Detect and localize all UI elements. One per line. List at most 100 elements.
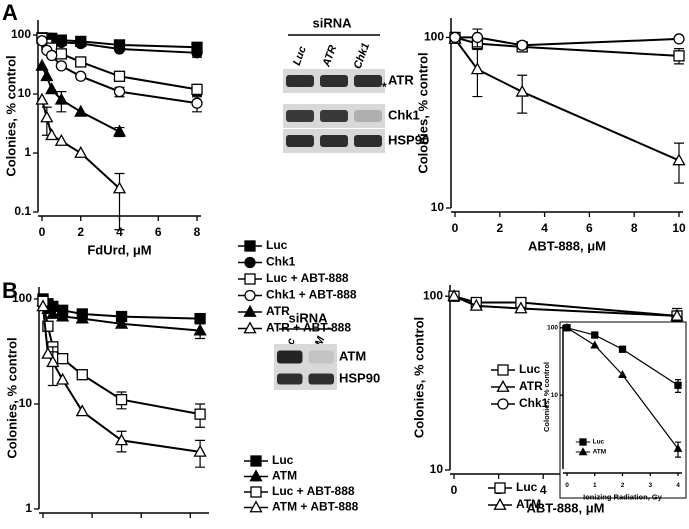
legend-label: Luc + ABT-888 (266, 271, 349, 285)
marker (244, 256, 256, 269)
marker (45, 128, 59, 141)
blot-header: siRNA (288, 310, 328, 325)
marker (193, 444, 207, 457)
marker (114, 316, 129, 329)
y-axis-label: Colonies, % control (542, 362, 551, 432)
marker (673, 443, 683, 452)
marker (250, 455, 262, 467)
legend-label: Chk1 (519, 396, 549, 410)
y-tick-label: 1 (24, 145, 31, 159)
y-axis-label: Colonies, % control (4, 337, 19, 458)
marker (673, 50, 685, 62)
blot-band (354, 110, 382, 122)
marker (674, 381, 682, 389)
marker (244, 289, 256, 302)
marker (514, 301, 528, 314)
marker (449, 31, 461, 44)
marker (618, 345, 627, 353)
marker (191, 97, 203, 109)
legend-label: Luc + ABT-888 (272, 484, 355, 498)
series-line (566, 327, 679, 386)
marker (562, 322, 572, 331)
legend-label: Chk1 + ABT-888 (266, 288, 357, 302)
blot-band (354, 75, 382, 87)
marker (42, 320, 54, 332)
series-line (453, 295, 678, 317)
x-tick-label: 0 (451, 483, 458, 497)
legend-label: Luc (516, 480, 538, 494)
legend-label: ATR + ABT-888 (266, 321, 351, 335)
marker (75, 404, 89, 417)
blot-band (277, 350, 303, 364)
marker (497, 364, 509, 376)
x-tick-label: 4 (540, 483, 547, 497)
marker (494, 482, 506, 494)
marker (76, 369, 88, 381)
y-tick-label: 10 (19, 396, 33, 410)
x-axis-label: FdUrd, μM (87, 242, 151, 257)
marker (46, 306, 60, 319)
blot-band (277, 373, 303, 385)
blot-band (286, 110, 314, 122)
marker (673, 33, 685, 45)
marker (35, 92, 49, 105)
y-tick-label: 1 (25, 501, 32, 515)
series-line (454, 38, 680, 162)
marker (112, 181, 127, 194)
marker (579, 438, 587, 446)
legend-label: ATR (266, 304, 290, 318)
marker (243, 304, 257, 317)
y-tick-label: 100 (547, 325, 558, 332)
blot-note: * (382, 80, 387, 94)
marker (496, 379, 510, 392)
marker (590, 340, 600, 349)
marker (672, 153, 686, 166)
x-tick-label: 0 (565, 482, 569, 489)
marker (55, 60, 68, 72)
x-tick-label: 6 (155, 225, 162, 239)
marker (40, 110, 54, 123)
x-tick-label: 3 (648, 482, 652, 489)
marker (244, 240, 256, 252)
x-tick-label: 4 (676, 482, 680, 489)
marker (515, 84, 529, 97)
marker (56, 353, 69, 365)
marker (191, 83, 203, 96)
x-tick-label: 2 (77, 225, 84, 239)
marker (471, 31, 484, 44)
x-tick-label: 4 (116, 225, 123, 239)
row-label: ATR (388, 72, 414, 87)
blot-band (320, 75, 348, 87)
blot-band (308, 350, 334, 364)
marker (618, 370, 627, 379)
legend-label: Luc (593, 439, 605, 446)
marker (113, 85, 126, 98)
marker (670, 308, 684, 321)
x-tick-label: 10 (672, 221, 686, 235)
x-axis-label: Ionizing Radiation, Gy (583, 493, 663, 502)
blot-header: siRNA (312, 15, 352, 30)
marker (115, 393, 128, 406)
marker (74, 145, 88, 158)
y-tick-label: 100 (11, 27, 31, 41)
marker (74, 104, 88, 117)
marker (591, 331, 599, 339)
marker (244, 273, 256, 285)
marker (75, 56, 87, 68)
legend-label: Chk1 (266, 255, 296, 269)
series-line (453, 295, 678, 317)
marker (40, 69, 54, 82)
blot-band (308, 373, 334, 385)
marker (56, 372, 70, 385)
x-tick-label: 4 (541, 221, 548, 235)
marker (75, 70, 87, 82)
y-tick-label: 10 (18, 86, 32, 100)
marker (578, 447, 588, 456)
marker (36, 35, 48, 47)
marker (46, 49, 58, 62)
marker (516, 39, 528, 51)
blot-band (320, 135, 348, 147)
marker (46, 355, 60, 368)
x-tick-label: 8 (194, 225, 201, 239)
legend-label: ATR (519, 379, 543, 393)
